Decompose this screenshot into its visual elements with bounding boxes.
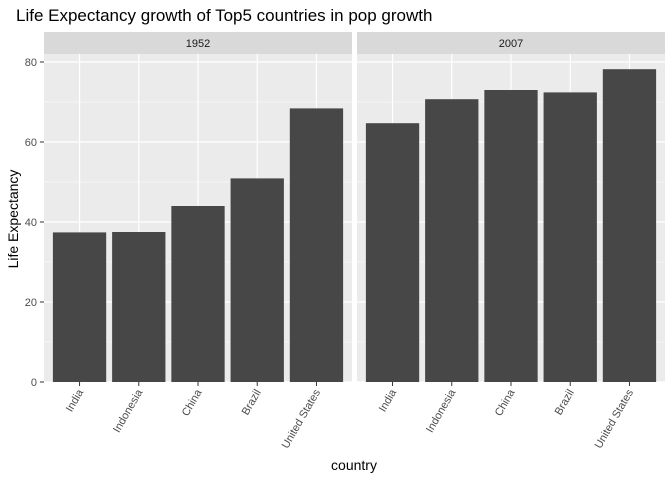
- y-tick-label: 80: [25, 57, 37, 69]
- panel-2007: 2007 India Indonesia China Brazil United Stat…: [357, 32, 665, 451]
- bar-2007-china: [484, 90, 538, 382]
- x-tick-label: Indonesia: [111, 387, 146, 435]
- bar-1952-china: [171, 206, 225, 382]
- panel-1952: 1952 India Indonesia China Brazil United Stat…: [44, 32, 352, 451]
- bar-2007-indonesia: [425, 99, 479, 382]
- bar-1952-brazil: [230, 178, 284, 382]
- bar-2007-india: [365, 123, 420, 382]
- x-tick-label: Brazil: [240, 388, 264, 418]
- y-tick-label: 0: [31, 377, 37, 389]
- bar-2007-united-states: [602, 69, 657, 382]
- y-tick-label: 40: [25, 217, 37, 229]
- x-tick-label: China: [493, 387, 518, 419]
- x-tick-label: India: [377, 387, 400, 414]
- bar-1952-indonesia: [112, 232, 166, 382]
- chart-title: Life Expectancy growth of Top5 countries…: [16, 6, 432, 25]
- x-tick-label: United States: [280, 387, 324, 451]
- facet-label: 2007: [499, 38, 523, 50]
- facet-strip: [44, 32, 352, 54]
- x-tick-label: China: [180, 387, 205, 419]
- bar-1952-india: [52, 232, 107, 382]
- x-tick-label: Brazil: [553, 388, 577, 418]
- y-tick-label: 20: [25, 297, 37, 309]
- y-axis-title: Life Expectancy: [5, 170, 21, 269]
- x-tick-label: United States: [593, 387, 637, 451]
- x-axis-title: country: [331, 457, 377, 473]
- bar-1952-united-states: [289, 108, 344, 383]
- y-tick-label: 60: [25, 137, 37, 149]
- x-tick-label: India: [64, 387, 87, 414]
- x-tick-label: Indonesia: [424, 387, 459, 435]
- facet-strip: [357, 32, 665, 54]
- bar-2007-brazil: [543, 92, 597, 383]
- facet-label: 1952: [186, 38, 210, 50]
